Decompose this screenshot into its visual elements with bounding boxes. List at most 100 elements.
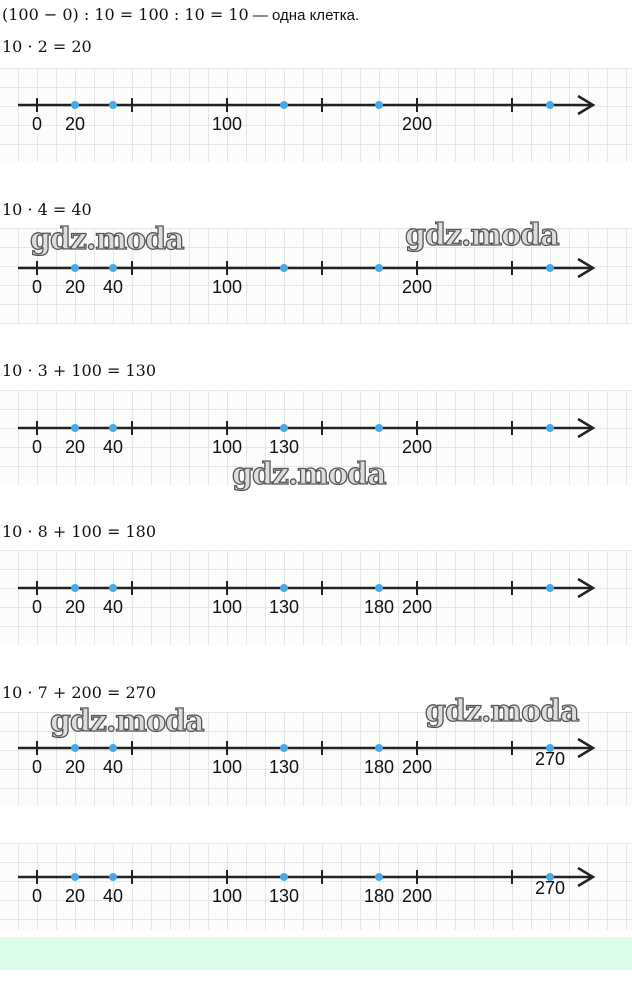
tick-label: 100 (212, 114, 242, 134)
point-marker (109, 873, 117, 881)
intro-text: — одна клетка. (248, 7, 360, 24)
tick-label: 180 (364, 597, 394, 617)
tick-label: 100 (212, 886, 242, 906)
point-marker (280, 584, 288, 592)
tick-label: 180 (364, 757, 394, 777)
number-line-panel: 0 20 40 100 130 200 (0, 390, 632, 485)
tick-label: 200 (402, 114, 432, 134)
tick-label: 200 (402, 757, 432, 777)
tick-label: 200 (402, 597, 432, 617)
point-marker (375, 744, 383, 752)
footer-band (0, 937, 632, 970)
point-marker (109, 424, 117, 432)
point-marker (71, 101, 79, 109)
number-line: 0 20 100 200 (18, 94, 596, 134)
point-marker (375, 101, 383, 109)
tick-label: 0 (32, 114, 42, 134)
number-line-panel: 0 20 40 100 200 (0, 228, 632, 325)
intro-math: (100 − 0) : 10 = 100 : 10 = 10 (2, 5, 249, 24)
tick-label: 20 (65, 597, 85, 617)
tick-label: 0 (32, 597, 42, 617)
number-line: 0 20 40 100 200 (18, 257, 596, 297)
equation: 10 · 3 + 100 = 130 (2, 361, 157, 380)
tick-label: 0 (32, 437, 42, 457)
tick-label: 200 (402, 886, 432, 906)
point-marker (109, 744, 117, 752)
equation: 10 · 7 + 200 = 270 (2, 683, 157, 702)
point-marker (109, 264, 117, 272)
arrow-icon (577, 94, 596, 116)
tick-label: 20 (65, 437, 85, 457)
tick-label: 200 (402, 277, 432, 297)
point-marker (109, 584, 117, 592)
number-line-panel: 0 20 100 200 (0, 68, 632, 162)
point-marker (71, 424, 79, 432)
tick-label: 20 (65, 277, 85, 297)
arrow-icon (577, 417, 596, 439)
number-line-panel: 0 20 40 100 130 180 200 270 (0, 843, 632, 930)
tick-label: 200 (402, 437, 432, 457)
watermark: gdz.moda (424, 693, 580, 729)
number-line: 0 20 40 100 130 180 200 (18, 577, 596, 617)
point-marker (71, 584, 79, 592)
point-marker (280, 424, 288, 432)
tick-label: 20 (65, 114, 85, 134)
point-marker (546, 101, 554, 109)
point-marker (280, 101, 288, 109)
tick-label: 270 (535, 749, 565, 769)
equation: 10 · 2 = 20 (2, 37, 92, 56)
tick-label: 100 (212, 277, 242, 297)
point-marker (375, 424, 383, 432)
point-marker (375, 264, 383, 272)
tick-label: 100 (212, 437, 242, 457)
tick-label: 270 (535, 878, 565, 898)
tick-label: 100 (212, 597, 242, 617)
point-marker (546, 873, 554, 881)
arrow-icon (577, 257, 596, 279)
tick-label: 40 (103, 757, 123, 777)
number-line: 0 20 40 100 130 200 (18, 417, 596, 457)
number-line: 0 20 40 100 130 180 200 270 (18, 737, 596, 777)
point-marker (375, 873, 383, 881)
point-marker (546, 264, 554, 272)
point-marker (109, 101, 117, 109)
point-marker (280, 264, 288, 272)
tick-label: 20 (65, 886, 85, 906)
watermark: gdz.moda (231, 456, 387, 492)
number-line: 0 20 40 100 130 180 200 270 (18, 866, 596, 906)
arrow-icon (577, 737, 596, 759)
watermark: gdz.moda (404, 217, 560, 253)
watermark: gdz.moda (49, 703, 205, 739)
tick-label: 40 (103, 437, 123, 457)
intro-line: (100 − 0) : 10 = 100 : 10 = 10 — одна кл… (2, 5, 359, 24)
tick-label: 130 (269, 597, 299, 617)
point-marker (71, 873, 79, 881)
tick-label: 130 (269, 886, 299, 906)
equation: 10 · 4 = 40 (2, 200, 92, 219)
tick-label: 0 (32, 757, 42, 777)
watermark: gdz.moda (29, 221, 185, 257)
tick-label: 130 (269, 757, 299, 777)
arrow-icon (577, 866, 596, 888)
tick-label: 20 (65, 757, 85, 777)
equation: 10 · 8 + 100 = 180 (2, 522, 157, 541)
number-line-panel: 0 20 40 100 130 180 200 270 (0, 712, 632, 806)
point-marker (71, 264, 79, 272)
point-marker (546, 744, 554, 752)
tick-label: 40 (103, 277, 123, 297)
point-marker (375, 584, 383, 592)
tick-label: 100 (212, 757, 242, 777)
point-marker (280, 873, 288, 881)
arrow-icon (577, 577, 596, 599)
tick-label: 180 (364, 886, 394, 906)
tick-label: 130 (269, 437, 299, 457)
tick-label: 40 (103, 886, 123, 906)
tick-label: 0 (32, 886, 42, 906)
point-marker (546, 424, 554, 432)
tick-label: 0 (32, 277, 42, 297)
number-line-panel: 0 20 40 100 130 180 200 (0, 550, 632, 645)
point-marker (546, 584, 554, 592)
point-marker (71, 744, 79, 752)
point-marker (280, 744, 288, 752)
tick-label: 40 (103, 597, 123, 617)
